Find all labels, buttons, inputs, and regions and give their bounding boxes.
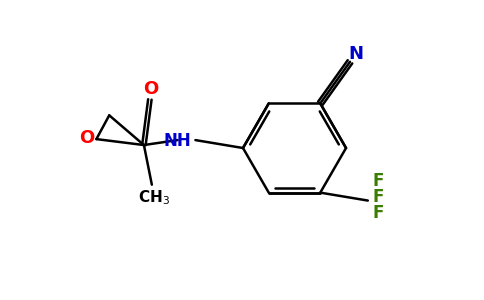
Text: O: O bbox=[79, 129, 94, 147]
Text: NH: NH bbox=[164, 132, 192, 150]
Text: F: F bbox=[372, 204, 383, 222]
Text: CH$_3$: CH$_3$ bbox=[138, 188, 170, 207]
Text: F: F bbox=[372, 188, 383, 206]
Text: O: O bbox=[143, 80, 158, 98]
Text: F: F bbox=[372, 172, 383, 190]
Text: N: N bbox=[348, 45, 363, 63]
